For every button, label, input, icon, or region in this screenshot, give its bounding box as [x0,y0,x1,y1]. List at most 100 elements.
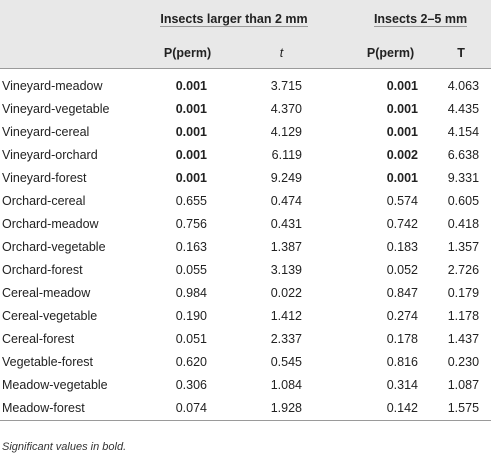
table-row: Vineyard-vegetable 0.001 4.370 0.001 4.435 [0,98,491,121]
table-row: Orchard-cereal 0.655 0.474 0.574 0.605 [0,190,491,213]
row-label: Orchard-cereal [2,194,86,208]
cell-spacer [328,282,350,305]
col-header-T: T [431,39,491,69]
cell-t: 1.928 [235,397,328,421]
cell-p-perm-1: 0.984 [175,286,207,300]
row-label: Vineyard-forest [2,171,87,185]
row-label: Vineyard-vegetable [2,102,110,116]
table-row: Orchard-vegetable 0.163 1.387 0.183 1.357 [0,236,491,259]
cell-t: 0.022 [270,286,302,300]
cell-T: 2.726 [447,263,480,277]
row-label: Vineyard-orchard [2,148,98,162]
cell-T: 1.357 [447,240,480,254]
cell-spacer [328,374,350,397]
cell-spacer [328,98,350,121]
table-row: Vineyard-cereal 0.001 4.129 0.001 4.154 [0,121,491,144]
cell-spacer [328,236,350,259]
cell-p-perm-2: 0.052 [386,263,418,277]
row-label: Cereal-vegetable [2,309,98,323]
table-header: Insects larger than 2 mm Insects 2–5 mm … [0,0,491,69]
cell-t: 0.545 [270,355,302,369]
cell-p-perm-2: 0.001 [386,102,418,116]
cell-p-perm-2: 0.274 [386,309,418,323]
cell-t: 0.431 [270,217,302,231]
row-label: Vineyard-meadow [2,79,103,93]
cell-T: 0.230 [447,355,480,369]
cell-spacer [328,259,350,282]
row-label: Meadow-vegetable [2,378,108,392]
cell-spacer [328,328,350,351]
cell-t: 6.119 [271,148,302,162]
table-row: Vineyard-orchard 0.001 6.119 0.002 6.638 [0,144,491,167]
cell-t: 9.249 [270,171,302,185]
results-table: Insects larger than 2 mm Insects 2–5 mm … [0,0,491,421]
cell-T: 6.638 [447,148,480,162]
cell-T: 1.087 [447,378,480,392]
table-row: Vineyard-meadow 0.001 3.715 0.001 4.063 [0,69,491,99]
row-label: Vineyard-cereal [2,125,90,139]
group-header-larger-2mm: Insects larger than 2 mm [140,0,328,39]
col-header-p-perm-1: P(perm) [140,39,235,69]
subheader-corner [0,39,140,69]
cell-t: 0.474 [270,194,302,208]
cell-p-perm-1: 0.001 [175,125,207,139]
group-header-larger-2mm-label: Insects larger than 2 mm [160,12,308,27]
cell-spacer [328,305,350,328]
header-corner [0,0,140,39]
table-row: Vegetable-forest 0.620 0.545 0.816 0.230 [0,351,491,374]
cell-p-perm-2: 0.314 [386,378,418,392]
cell-p-perm-2: 0.574 [386,194,418,208]
table-row: Orchard-meadow 0.756 0.431 0.742 0.418 [0,213,491,236]
cell-p-perm-1: 0.306 [175,378,207,392]
cell-p-perm-2: 0.183 [386,240,418,254]
cell-p-perm-1: 0.001 [175,171,207,185]
header-spacer [328,0,350,39]
cell-spacer [328,69,350,99]
cell-T: 1.575 [431,397,491,421]
cell-p-perm-2: 0.847 [386,286,418,300]
cell-p-perm-2: 0.001 [386,171,418,185]
cell-p-perm-1: 0.655 [175,194,207,208]
cell-p-perm-1: 0.190 [175,309,207,323]
subheader-spacer [328,39,350,69]
cell-spacer [328,190,350,213]
col-header-t: t [235,39,328,69]
table-row: Meadow-forest 0.074 1.928 0.142 1.575 [0,397,491,421]
cell-p-perm-2: 0.002 [386,148,418,162]
cell-p-perm-2: 0.001 [386,125,418,139]
table-row: Orchard-forest 0.055 3.139 0.052 2.726 [0,259,491,282]
cell-t: 4.129 [270,125,302,139]
cell-T: 0.605 [447,194,480,208]
cell-t: 1.412 [270,309,302,323]
cell-T: 4.435 [447,102,480,116]
cell-p-perm-2: 0.816 [386,355,418,369]
row-label: Orchard-vegetable [2,240,106,254]
table-row: Cereal-vegetable 0.190 1.412 0.274 1.178 [0,305,491,328]
cell-p-perm-1: 0.001 [175,79,207,93]
cell-p-perm-1: 0.074 [140,397,235,421]
table-row: Cereal-meadow 0.984 0.022 0.847 0.179 [0,282,491,305]
group-header-2-5mm: Insects 2–5 mm [350,0,491,39]
cell-p-perm-2: 0.142 [350,397,431,421]
table-row: Meadow-vegetable 0.306 1.084 0.314 1.087 [0,374,491,397]
cell-p-perm-1: 0.620 [175,355,207,369]
cell-spacer [328,144,350,167]
table-row: Vineyard-forest 0.001 9.249 0.001 9.331 [0,167,491,190]
cell-t: 3.715 [270,79,302,93]
cell-t: 4.370 [270,102,302,116]
cell-T: 9.331 [447,171,480,185]
footnote: Significant values in bold. [2,441,127,453]
cell-p-perm-2: 0.001 [386,79,418,93]
cell-spacer [328,213,350,236]
cell-T: 1.178 [447,309,480,323]
cell-T: 4.154 [447,125,480,139]
cell-t: 3.139 [270,263,302,277]
cell-spacer [328,351,350,374]
col-header-p-perm-2: P(perm) [350,39,431,69]
row-label: Meadow-forest [0,397,140,421]
group-header-2-5mm-label: Insects 2–5 mm [373,12,468,27]
cell-spacer [328,121,350,144]
cell-t: 2.337 [270,332,302,346]
cell-p-perm-1: 0.756 [175,217,207,231]
cell-p-perm-2: 0.742 [386,217,418,231]
